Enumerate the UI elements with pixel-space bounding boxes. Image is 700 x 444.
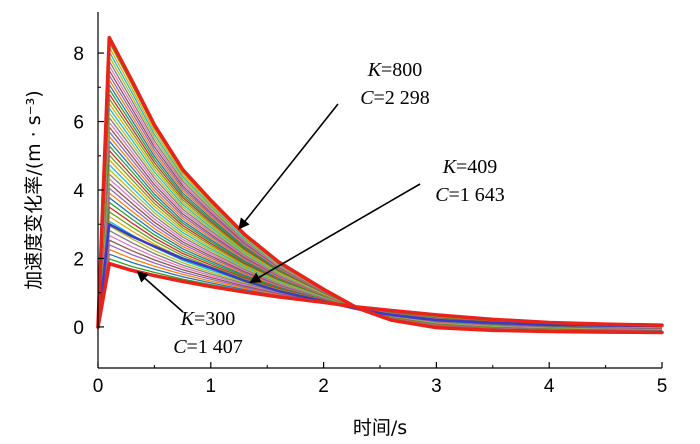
c-value: =2 298 bbox=[374, 87, 430, 109]
k-value: =409 bbox=[456, 156, 497, 178]
y-axis-label: 加速度变化率/(m · s⁻³) bbox=[23, 90, 45, 289]
y-tick-label: 0 bbox=[73, 318, 84, 339]
x-tick-label: 2 bbox=[318, 376, 329, 397]
x-tick-label: 5 bbox=[657, 376, 668, 397]
x-axis-label: 时间/s bbox=[353, 417, 407, 439]
annotation-arrow bbox=[136, 270, 184, 313]
y-tick-label: 4 bbox=[73, 181, 84, 202]
annotation-k409: K=409 C=1 643 bbox=[249, 156, 505, 284]
fan-curve bbox=[97, 88, 663, 332]
series-line-k409 bbox=[96, 222, 664, 329]
annotation-k-label: K=409 bbox=[442, 156, 498, 178]
fan-curve bbox=[97, 98, 663, 332]
x-tick-label: 1 bbox=[206, 376, 217, 397]
x-tick-label: 4 bbox=[544, 376, 555, 397]
axes: 0 1 2 3 4 5 0 2 4 6 8 时间/s 加速度变化率/(m · s⁻³) bbox=[23, 12, 667, 439]
c-value: =1 407 bbox=[187, 336, 243, 358]
series-line-k800 bbox=[96, 35, 664, 335]
c-symbol: C bbox=[173, 336, 187, 358]
annotation-arrow bbox=[238, 103, 339, 230]
annotation-c-label: C=2 298 bbox=[360, 87, 430, 109]
k-symbol: K bbox=[180, 308, 196, 330]
annotation-k800: K=800 C=2 298 bbox=[238, 59, 430, 230]
c-value: =1 643 bbox=[449, 184, 505, 206]
y-tick-label: 2 bbox=[73, 249, 84, 270]
k-value: =300 bbox=[194, 308, 235, 330]
annotation-arrow bbox=[249, 183, 421, 284]
k-symbol: K bbox=[442, 156, 458, 178]
fan-curve bbox=[97, 107, 663, 331]
x-tick-label: 3 bbox=[431, 376, 442, 397]
annotation-c-label: C=1 407 bbox=[173, 336, 243, 358]
annotation-k300: K=300 C=1 407 bbox=[136, 270, 243, 358]
fan-curve bbox=[97, 69, 663, 333]
fan-curves bbox=[97, 37, 663, 334]
fan-curve bbox=[97, 79, 663, 332]
x-tick-label: 0 bbox=[93, 376, 104, 397]
k-symbol: K bbox=[367, 59, 383, 81]
y-tick-label: 8 bbox=[73, 44, 84, 65]
annotation-k-label: K=800 bbox=[367, 59, 423, 81]
k-value: =800 bbox=[381, 59, 422, 81]
fan-curve bbox=[97, 93, 663, 332]
c-symbol: C bbox=[360, 87, 374, 109]
c-symbol: C bbox=[435, 184, 449, 206]
fan-curve bbox=[97, 74, 663, 332]
fan-curve bbox=[97, 102, 663, 331]
annotation-c-label: C=1 643 bbox=[435, 184, 505, 206]
annotation-k-label: K=300 bbox=[180, 308, 236, 330]
y-tick-label: 6 bbox=[73, 113, 84, 134]
